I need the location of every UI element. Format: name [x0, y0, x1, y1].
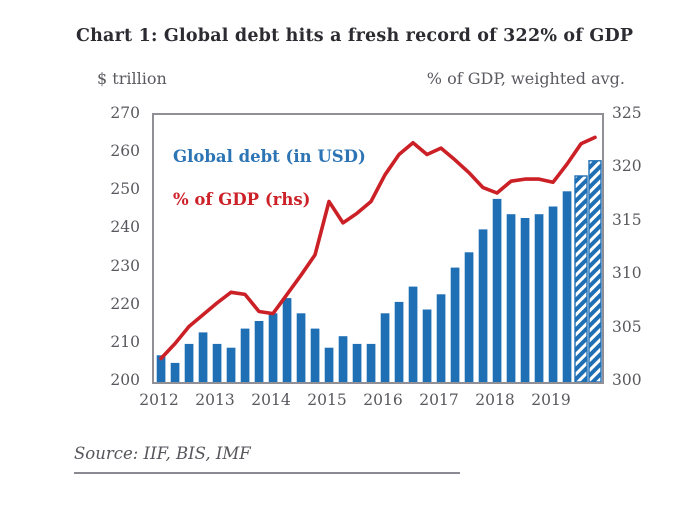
debt-bar — [520, 218, 530, 382]
debt-bar — [450, 267, 460, 382]
x-axis-year-label: 2018 — [475, 391, 515, 409]
right-axis-tick: 300 — [612, 371, 642, 389]
debt-bar — [352, 343, 362, 382]
debt-bar — [436, 294, 446, 382]
left-axis-tick: 270 — [110, 104, 140, 122]
debt-bars-and-gdp-line-chart — [156, 135, 602, 382]
debt-bar — [324, 347, 334, 382]
left-axis-tick: 250 — [110, 180, 140, 199]
debt-bar — [380, 313, 390, 382]
debt-bar — [282, 298, 292, 382]
x-axis-year-label: 2017 — [419, 391, 459, 409]
debt-bar — [394, 301, 404, 382]
debt-bar — [422, 309, 432, 382]
gdp-line — [159, 135, 597, 361]
debt-bar — [268, 313, 278, 382]
debt-bar — [184, 343, 194, 382]
plot-frame — [152, 113, 604, 384]
debt-bar — [170, 362, 180, 382]
left-axis-tick: 230 — [110, 256, 140, 275]
legend-gdp-percent: % of GDP (rhs) — [173, 190, 311, 209]
debt-bar — [478, 229, 488, 382]
debt-bar-estimate — [588, 160, 602, 382]
x-axis-year-label: 2012 — [139, 391, 179, 409]
debt-bar — [548, 206, 558, 382]
debt-bar — [310, 328, 320, 382]
left-axis-unit-label: $ trillion — [97, 69, 167, 88]
x-axis-year-label: 2015 — [307, 391, 347, 409]
left-axis-tick: 220 — [110, 294, 140, 313]
right-axis-unit-label: % of GDP, weighted avg. — [426, 69, 625, 88]
right-axis-tick: 315 — [612, 210, 642, 229]
legend-global-debt: Global debt (in USD) — [173, 147, 366, 166]
debt-bar — [198, 332, 208, 382]
left-axis-tick: 240 — [110, 218, 140, 237]
left-axis-tick: 200 — [110, 371, 140, 389]
debt-bar — [254, 321, 264, 382]
right-axis-tick: 310 — [612, 264, 642, 283]
debt-bar — [296, 313, 306, 382]
debt-bar — [366, 343, 376, 382]
debt-bar — [240, 328, 250, 382]
debt-bar — [506, 214, 516, 382]
x-axis-year-label: 2019 — [531, 391, 571, 409]
debt-bar-estimate — [574, 175, 588, 382]
right-axis-tick: 320 — [612, 157, 642, 176]
chart-title: Chart 1: Global debt hits a fresh record… — [76, 26, 634, 46]
x-axis-year-label: 2016 — [363, 391, 403, 409]
debt-bar — [226, 347, 236, 382]
x-axis-year-label: 2014 — [251, 391, 291, 409]
debt-bar — [464, 252, 474, 382]
right-axis-tick: 325 — [612, 104, 642, 122]
debt-bar — [156, 355, 166, 382]
debt-bar — [338, 336, 348, 382]
debt-bar — [492, 198, 502, 382]
x-axis-year-label: 2013 — [195, 391, 235, 409]
debt-bar — [212, 343, 222, 382]
source-note: Source: IIF, BIS, IMF — [74, 444, 460, 474]
left-axis-tick: 260 — [110, 142, 140, 161]
debt-bar — [534, 214, 544, 382]
debt-bar — [408, 286, 418, 382]
debt-bar — [562, 191, 572, 382]
left-axis-tick: 210 — [110, 332, 140, 351]
right-axis-tick: 305 — [612, 317, 642, 336]
